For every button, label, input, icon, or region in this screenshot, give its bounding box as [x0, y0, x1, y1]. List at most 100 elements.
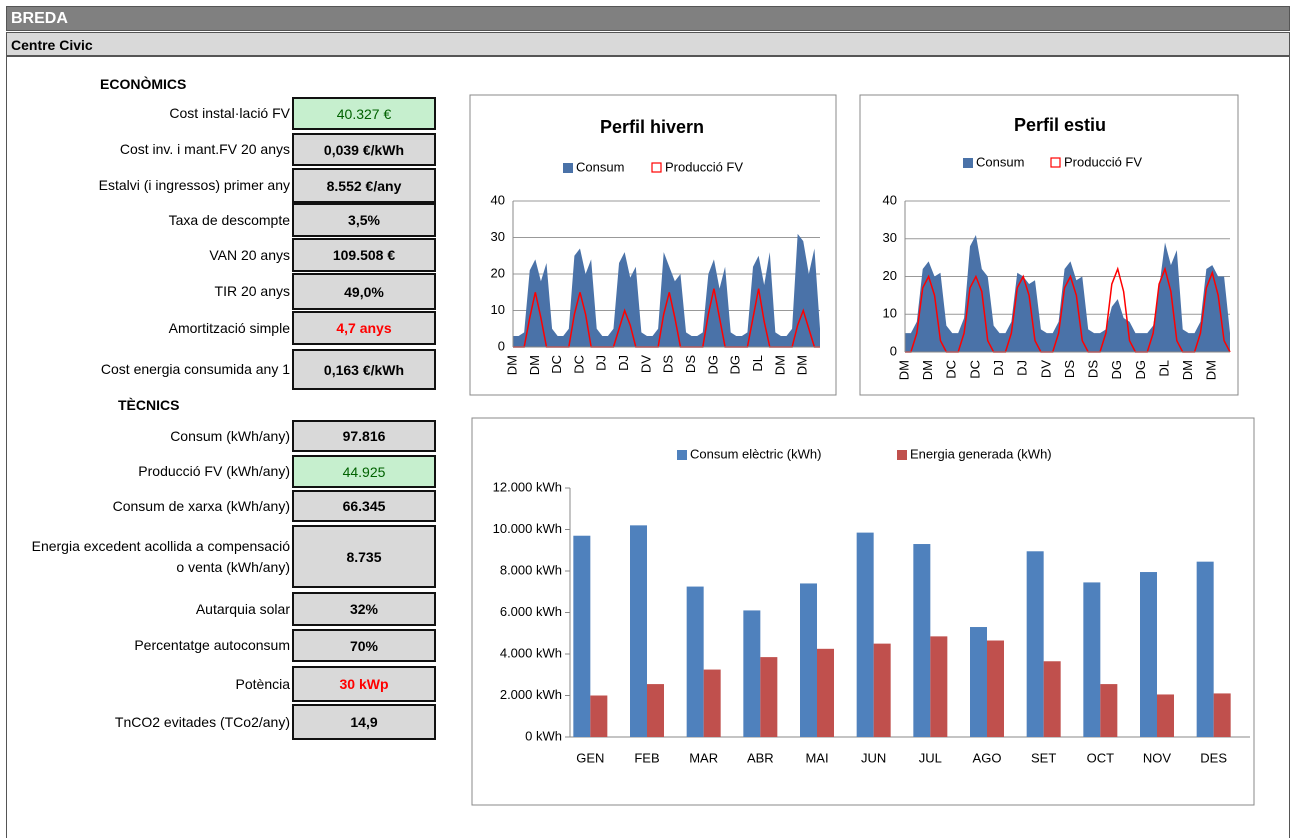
bar — [1140, 572, 1157, 737]
bar — [760, 657, 778, 737]
legend-swatch — [963, 158, 973, 168]
legend-swatch — [563, 163, 573, 173]
row-value: 30 kWp — [292, 666, 436, 702]
row-label: Autarquia solar — [195, 600, 290, 617]
row-value: 44.925 — [292, 455, 436, 488]
x-tick-label: DS — [661, 355, 676, 373]
x-tick-label: DM — [772, 355, 787, 375]
frame — [6, 56, 1290, 838]
y-tick-label: 10.000 kWh — [493, 521, 562, 536]
row-label: Amortització simple — [168, 319, 290, 336]
x-tick-label: DJ — [616, 355, 631, 371]
x-tick-label: DJ — [594, 355, 609, 371]
row-label: Estalvi (i ingressos) primer any — [98, 177, 290, 193]
row-value: 70% — [292, 629, 436, 662]
y-tick-label: 10 — [491, 302, 505, 317]
bar — [630, 525, 647, 737]
row-label: Potència — [235, 675, 290, 692]
x-tick-label: JUN — [861, 750, 886, 765]
bar — [800, 583, 817, 737]
legend-swatch — [651, 162, 662, 173]
x-tick-label: DL — [750, 355, 765, 372]
legend-label: Producció FV — [1064, 154, 1142, 169]
area — [513, 233, 820, 347]
bar — [930, 636, 948, 737]
row-label: Consum de xarxa (kWh/any) — [112, 497, 290, 514]
y-tick-label: 20 — [883, 268, 897, 283]
x-tick-label: DG — [1133, 360, 1148, 380]
bar — [703, 669, 721, 737]
row-value: 3,5% — [292, 203, 436, 237]
row-label: Cost energia consumida any 1 — [100, 361, 290, 377]
row-value: 66.345 — [292, 490, 436, 522]
row-value: 97.816 — [292, 420, 436, 452]
x-tick-label: FEB — [634, 750, 659, 765]
row-label: VAN 20 anys — [209, 246, 290, 263]
x-tick-label: AGO — [973, 750, 1002, 765]
x-tick-label: GEN — [576, 750, 604, 765]
row-value: 49,0% — [292, 273, 436, 310]
x-tick-label: DS — [683, 355, 698, 373]
y-tick-label: 30 — [491, 229, 505, 244]
row-value: 8.735 — [292, 525, 436, 588]
x-tick-label: DV — [1038, 360, 1053, 378]
legend-label: Energia generada (kWh) — [910, 446, 1052, 461]
bar — [743, 610, 761, 737]
x-tick-label: DC — [967, 360, 982, 379]
bar — [686, 586, 704, 737]
x-tick-label: SET — [1031, 750, 1056, 765]
y-tick-label: 4.000 kWh — [500, 645, 562, 660]
y-tick-label: 6.000 kWh — [500, 604, 562, 619]
y-tick-label: 0 — [890, 343, 897, 358]
x-tick-label: DJ — [1015, 360, 1030, 376]
bar — [647, 684, 664, 737]
row-value: 14,9 — [292, 704, 436, 740]
x-tick-label: DV — [638, 355, 653, 373]
legend-label: Consum — [576, 159, 624, 174]
bar — [1213, 693, 1231, 737]
bar — [573, 535, 591, 737]
bar — [1196, 561, 1214, 737]
x-tick-label: DC — [571, 355, 586, 374]
bar — [856, 532, 874, 737]
y-tick-label: 12.000 kWh — [493, 479, 562, 494]
x-tick-label: DM — [896, 360, 911, 380]
y-tick-label: 10 — [883, 306, 897, 321]
bar — [913, 544, 931, 737]
x-tick-label: DM — [1180, 360, 1195, 380]
x-tick-label: DJ — [991, 360, 1006, 376]
row-label: TIR 20 anys — [214, 283, 290, 299]
row-value: 40.327 € — [292, 97, 436, 130]
x-tick-label: ABR — [747, 750, 774, 765]
x-tick-label: OCT — [1087, 750, 1115, 765]
row-value: 8.552 €/any — [292, 168, 436, 203]
row-value: 4,7 anys — [292, 311, 436, 345]
row-label: Energia excedent acollida a compensació … — [31, 537, 290, 575]
row-label: Taxa de descompte — [168, 211, 290, 228]
y-tick-label: 40 — [491, 192, 505, 207]
line — [905, 266, 1231, 353]
y-tick-label: 40 — [883, 192, 897, 207]
section-heading: ECONÒMICS — [100, 76, 187, 92]
row-value: 0,039 €/kWh — [292, 133, 436, 166]
row-label: Percentatge autoconsum — [134, 637, 290, 653]
row-label: Producció FV (kWh/any) — [138, 463, 290, 479]
y-tick-label: 0 kWh — [525, 728, 562, 743]
x-tick-label: DM — [504, 355, 519, 375]
legend-label: Consum — [976, 154, 1024, 169]
x-tick-label: DES — [1200, 750, 1227, 765]
x-tick-label: DC — [944, 360, 959, 379]
x-tick-label: MAR — [689, 750, 718, 765]
bar — [1026, 551, 1044, 737]
x-tick-label: DG — [728, 355, 743, 375]
y-tick-label: 8.000 kWh — [500, 562, 562, 577]
legend-swatch — [897, 450, 907, 460]
bar — [970, 627, 987, 737]
bar — [1100, 684, 1118, 737]
bar — [1157, 694, 1174, 737]
sheet-title: BREDA — [6, 6, 1290, 31]
x-tick-label: DM — [527, 355, 542, 375]
row-value: 109.508 € — [292, 238, 436, 272]
y-tick-label: 30 — [883, 230, 897, 245]
